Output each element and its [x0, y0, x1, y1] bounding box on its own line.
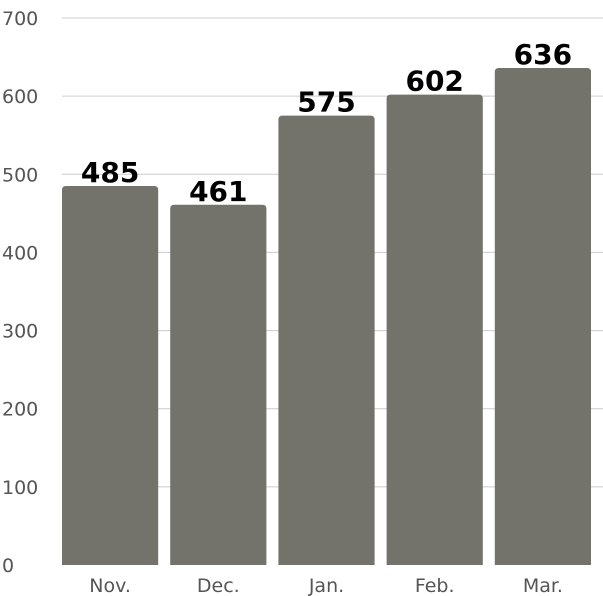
y-tick-label-600: 600: [2, 86, 38, 108]
x-tick-label-feb: Feb.: [415, 575, 455, 596]
x-tick-label-mar: Mar.: [523, 575, 563, 596]
bar-feb: [386, 94, 483, 565]
y-tick-label-0: 0: [2, 555, 14, 577]
bar-mar: [494, 68, 591, 566]
y-axis-tick-labels: 0 100 200 300 400 500 600 700: [2, 8, 38, 577]
y-tick-label-700: 700: [2, 8, 38, 30]
y-tick-label-400: 400: [2, 242, 38, 264]
x-axis-category-labels: Nov. Dec. Jan. Feb. Mar.: [89, 575, 563, 596]
bar-jan: [278, 115, 375, 565]
bar-nov: [62, 186, 159, 565]
y-tick-label-300: 300: [2, 321, 38, 343]
x-tick-label-jan: Jan.: [308, 575, 344, 596]
bars: [62, 68, 591, 566]
y-tick-label-500: 500: [2, 164, 38, 186]
bar-dec: [170, 204, 267, 566]
y-tick-label-100: 100: [2, 477, 38, 499]
data-label-nov: 485: [81, 156, 139, 189]
data-label-feb: 602: [405, 65, 463, 98]
data-label-mar: 636: [514, 38, 572, 71]
data-labels: 485 461 575 602 636: [81, 38, 572, 208]
data-label-jan: 575: [297, 86, 355, 119]
x-tick-label-nov: Nov.: [89, 575, 131, 596]
x-tick-label-dec: Dec.: [197, 575, 240, 596]
y-tick-label-200: 200: [2, 399, 38, 421]
data-label-dec: 461: [189, 175, 247, 208]
